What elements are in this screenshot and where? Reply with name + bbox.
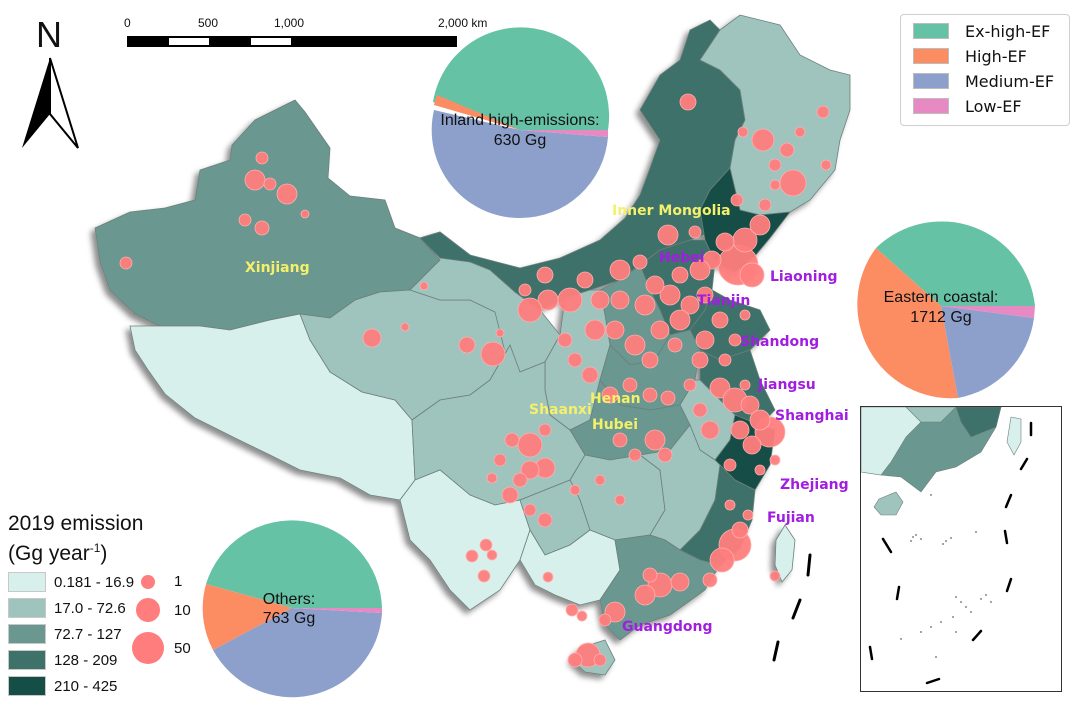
label-liaoning: Liaoning: [770, 269, 838, 285]
scale-tick-2000: 2,000 km: [438, 16, 488, 30]
province-taiwan: [774, 524, 796, 583]
pie-inland-value: 630 Gg: [494, 132, 546, 149]
unit-suffix: ): [100, 542, 108, 565]
label-guangdong: Guangdong: [622, 619, 713, 635]
ef-legend-item: Low-EF: [913, 96, 1022, 116]
ef-legend-label: Medium-EF: [965, 71, 1055, 91]
low-ef-swatch: [913, 98, 949, 114]
label-shandong: Shandong: [740, 334, 819, 350]
label-shanghai: Shanghai: [775, 408, 849, 424]
pie-eastern: Eastern coastal: 1712 Gg: [857, 221, 1035, 399]
emission-dots: [119, 93, 832, 668]
label-hubei: Hubei: [592, 417, 638, 433]
unit-prefix: (Gg year: [8, 542, 90, 565]
unit-sup: -1: [89, 541, 101, 555]
size-dot-medium-icon: [136, 598, 160, 622]
ex-high-ef-swatch: [913, 23, 949, 39]
class-row: 0.181 - 16.9: [8, 572, 134, 592]
pie-eastern-title: Eastern coastal:: [884, 289, 999, 306]
class-swatch: [8, 598, 46, 618]
class-label: 210 - 425: [54, 677, 118, 695]
province-heilongjiang-jilin: [699, 14, 851, 216]
class-row: 17.0 - 72.6: [8, 598, 126, 618]
label-henan: Henan: [590, 391, 641, 407]
label-xinjiang: Xinjiang: [245, 260, 310, 276]
label-tianjin: Tianjin: [697, 293, 750, 309]
high-ef-swatch: [913, 48, 949, 64]
ef-legend-label: High-EF: [965, 46, 1027, 66]
size-dot-small-icon: [141, 575, 155, 589]
class-label: 128 - 209: [54, 651, 118, 669]
class-label: 17.0 - 72.6: [54, 599, 126, 617]
class-swatch: [8, 624, 46, 644]
size-label-10: 10: [174, 602, 191, 619]
pie-inland: Inland high-emissions: 630 Gg: [431, 27, 610, 219]
class-row: 72.7 - 127: [8, 624, 122, 644]
ef-legend-item: Medium-EF: [913, 71, 1054, 91]
class-swatch: [8, 676, 46, 696]
dash-line: [772, 553, 812, 662]
label-inner-mongolia: Inner Mongolia: [612, 203, 731, 219]
scale-tick-1000: 1,000: [274, 16, 305, 30]
class-row: 210 - 425: [8, 676, 117, 696]
pie-others-value: 763 Gg: [263, 610, 315, 627]
size-legend: [132, 575, 164, 664]
size-dot-large-icon: [132, 632, 164, 664]
north-arrow-icon: [22, 57, 79, 149]
ef-legend-item: High-EF: [913, 46, 1027, 66]
scale-tick-0: 0: [124, 16, 131, 30]
ef-legend-label: Ex-high-EF: [965, 21, 1051, 41]
south-china-sea-inset: [860, 406, 1062, 692]
pie-eastern-value: 1712 Gg: [910, 309, 971, 326]
label-hebei: Hebei: [659, 250, 705, 266]
province-yunnan: [399, 469, 531, 611]
label-fujian: Fujian: [767, 510, 815, 526]
north-label: N: [36, 14, 62, 55]
class-swatch: [8, 650, 46, 670]
class-row: 128 - 209: [8, 650, 117, 670]
size-label-1: 1: [174, 573, 183, 590]
medium-ef-swatch: [913, 73, 949, 89]
label-zhejiang: Zhejiang: [780, 477, 849, 493]
class-swatch: [8, 572, 46, 592]
size-label-50: 50: [174, 640, 191, 657]
class-label: 0.181 - 16.9: [54, 573, 135, 591]
pie-others-title: Others:: [263, 591, 315, 608]
label-jiangsu: Jiangsu: [757, 377, 816, 393]
pie-others: Others: 763 Gg: [202, 520, 382, 698]
scale-tick-500: 500: [198, 16, 219, 30]
ef-legend-label: Low-EF: [965, 96, 1022, 116]
emission-legend-title: 2019 emission (Gg year-1): [8, 512, 143, 566]
ef-legend: Ex-high-EF High-EF Medium-EF Low-EF: [900, 14, 1070, 126]
ef-legend-item: Ex-high-EF: [913, 21, 1050, 41]
class-label: 72.7 - 127: [54, 625, 122, 643]
label-shaanxi: Shaanxi: [529, 402, 592, 418]
pie-inland-title: Inland high-emissions:: [440, 112, 599, 129]
emission-legend-title-line1: 2019 emission: [8, 512, 144, 535]
inset-map: [861, 407, 1033, 685]
emission-legend-title-line2: (Gg year-1): [8, 536, 143, 566]
